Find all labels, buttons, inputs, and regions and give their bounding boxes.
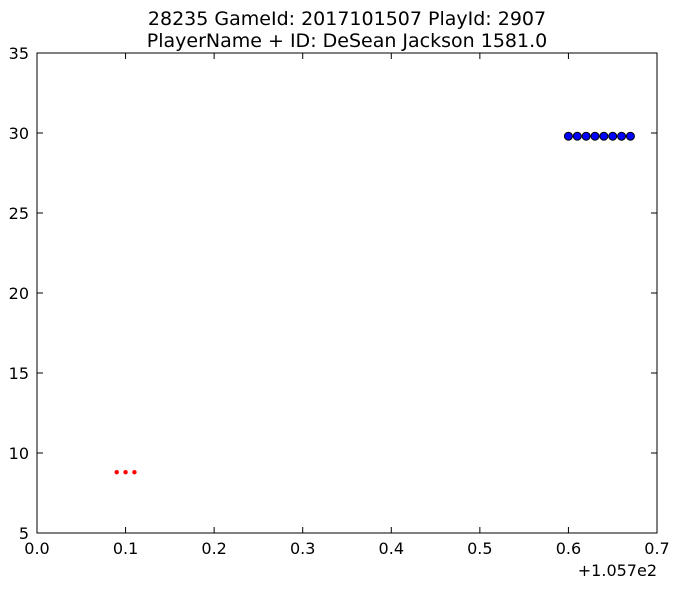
data-point-series-2 bbox=[563, 131, 573, 141]
y-tick-label: 15 bbox=[9, 364, 29, 383]
data-point-series-2 bbox=[625, 131, 635, 141]
x-tick-label: 0.7 bbox=[644, 539, 669, 558]
chart-title-line-2: PlayerName + ID: DeSean Jackson 1581.0 bbox=[147, 30, 547, 52]
data-point-series-2 bbox=[590, 131, 600, 141]
y-tick-label: 35 bbox=[9, 44, 29, 63]
data-point-series-1 bbox=[123, 470, 128, 475]
data-point-series-2 bbox=[599, 131, 609, 141]
x-tick-label: 0.6 bbox=[556, 539, 581, 558]
x-tick-label: 0.2 bbox=[201, 539, 226, 558]
x-tick-label: 0.0 bbox=[24, 539, 49, 558]
x-tick-label: 0.4 bbox=[379, 539, 404, 558]
y-tick-label: 25 bbox=[9, 204, 29, 223]
y-tick-label: 5 bbox=[19, 524, 29, 543]
y-tick-label: 20 bbox=[9, 284, 29, 303]
y-axis-ticks: 5 10 15 20 25 30 35 bbox=[9, 44, 657, 543]
data-point-series-2 bbox=[581, 131, 591, 141]
x-tick-label: 0.1 bbox=[113, 539, 138, 558]
data-points bbox=[114, 131, 635, 475]
data-point-series-2 bbox=[572, 131, 582, 141]
x-tick-label: 0.5 bbox=[467, 539, 492, 558]
x-tick-label: 0.3 bbox=[290, 539, 315, 558]
data-point-series-2 bbox=[608, 131, 618, 141]
x-axis-offset-label: +1.057e2 bbox=[578, 561, 657, 580]
data-point-series-2 bbox=[617, 131, 627, 141]
data-point-series-1 bbox=[114, 470, 119, 475]
x-axis-ticks: 0.0 0.1 0.2 0.3 0.4 0.5 0.6 0.7 bbox=[24, 53, 670, 558]
data-point-series-1 bbox=[132, 470, 137, 475]
chart-title-line-1: 28235 GameId: 2017101507 PlayId: 2907 bbox=[148, 8, 546, 30]
y-tick-label: 10 bbox=[9, 444, 29, 463]
y-tick-label: 30 bbox=[9, 124, 29, 143]
